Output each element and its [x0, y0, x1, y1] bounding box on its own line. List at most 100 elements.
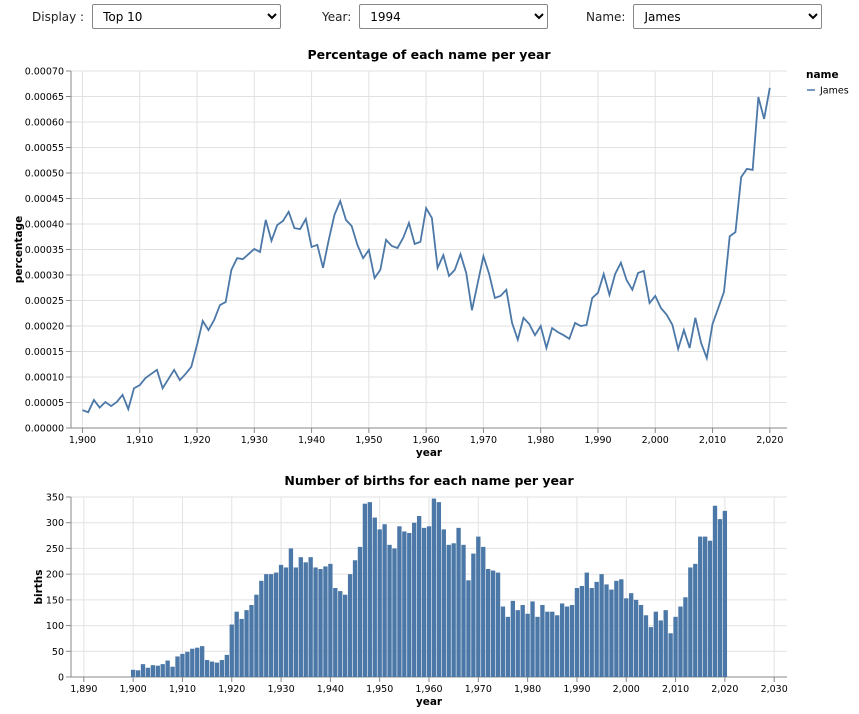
x-tick-label: 1,930: [241, 435, 268, 446]
bar: [303, 562, 308, 677]
bar: [199, 646, 205, 677]
bar: [663, 610, 668, 677]
bar: [673, 616, 678, 677]
bar: [693, 563, 698, 677]
bar: [165, 660, 170, 677]
x-tick-label: 1,930: [267, 684, 294, 695]
bar: [264, 574, 269, 677]
bar: [594, 581, 599, 677]
bar: [451, 543, 456, 677]
bar: [599, 574, 604, 677]
bar: [668, 633, 673, 677]
bar: [328, 563, 333, 677]
bar: [658, 620, 663, 677]
year-control: Year: 1994: [322, 4, 549, 29]
bar: [712, 505, 718, 677]
bar: [130, 669, 136, 677]
x-tick-label: 1,980: [527, 435, 554, 446]
bar: [436, 502, 442, 677]
x-tick-label: 2,000: [613, 684, 640, 695]
display-select[interactable]: Top 10: [92, 4, 282, 29]
bar: [318, 569, 323, 677]
y-axis-title: percentage: [13, 216, 25, 283]
y-tick-label: 0.00040: [25, 220, 64, 231]
bar: [643, 615, 649, 677]
y-tick-label: 50: [52, 647, 64, 658]
y-tick-label: 0: [58, 673, 64, 684]
bar: [214, 662, 220, 677]
y-tick-label: 0.00000: [25, 424, 64, 435]
bar: [407, 533, 412, 677]
bar: [476, 536, 481, 677]
bar: [293, 567, 299, 677]
bar: [490, 570, 496, 677]
bar: [678, 606, 683, 677]
y-tick-label: 0.00050: [25, 169, 64, 180]
bar: [145, 667, 151, 677]
y-tick-label: 0.00060: [25, 118, 64, 129]
x-tick-label: 2,030: [761, 684, 788, 695]
bar: [456, 527, 461, 677]
bar: [530, 601, 535, 677]
bar: [416, 516, 422, 677]
bar: [702, 536, 708, 677]
x-tick-label: 1,970: [465, 684, 492, 695]
bar: [520, 605, 525, 677]
y-tick-label: 0.00025: [25, 296, 64, 307]
x-tick-label: 1,990: [584, 435, 611, 446]
bar: [333, 588, 338, 677]
controls: Display : Top 10 Year: 1994 Name: James: [0, 4, 859, 30]
y-tick-label: 0.00005: [25, 398, 64, 409]
bar: [505, 616, 511, 677]
x-axis-title: year: [416, 447, 443, 459]
bar: [614, 580, 619, 677]
y-tick-label: 0.00030: [25, 271, 64, 282]
x-axis-title: year: [416, 696, 443, 708]
bar: [402, 531, 407, 677]
bar: [446, 544, 451, 677]
bar: [204, 660, 210, 677]
x-tick-label: 1,920: [218, 684, 245, 695]
bar: [688, 567, 693, 677]
bar: [347, 574, 353, 677]
x-tick-label: 2,020: [711, 684, 738, 695]
year-select[interactable]: 1994: [359, 4, 549, 29]
bar: [421, 527, 427, 677]
bar: [382, 524, 387, 677]
bar: [559, 603, 565, 677]
bar: [717, 519, 723, 677]
bar: [343, 594, 348, 677]
bar: [431, 498, 437, 677]
bar: [234, 611, 239, 677]
bar: [633, 599, 639, 677]
bar: [283, 567, 289, 677]
bar: [569, 605, 575, 677]
bar: [259, 580, 264, 677]
bar: [190, 648, 195, 677]
name-control: Name: James: [586, 4, 823, 29]
bar: [579, 585, 585, 677]
y-tick-label: 0.00035: [25, 245, 64, 256]
control-label: Year:: [322, 9, 352, 24]
bar: [510, 600, 515, 677]
bar: [638, 605, 644, 677]
y-tick-label: 300: [46, 518, 64, 529]
x-tick-label: 1,970: [470, 435, 497, 446]
y-tick-label: 350: [46, 493, 64, 504]
x-tick-label: 1,910: [126, 435, 153, 446]
bar: [244, 610, 249, 677]
bar: [540, 605, 545, 677]
legend-label: James: [819, 86, 849, 97]
bar: [229, 624, 234, 677]
control-label: Name:: [586, 9, 626, 24]
bar: [648, 627, 654, 677]
y-tick-label: 100: [46, 621, 64, 632]
bar: [426, 526, 432, 677]
x-tick-label: 2,010: [699, 435, 726, 446]
bar: [273, 572, 279, 677]
bar: [155, 665, 160, 677]
y-tick-label: 150: [46, 595, 64, 606]
bar: [525, 613, 530, 677]
bar: [170, 666, 175, 677]
name-select[interactable]: James: [633, 4, 823, 29]
